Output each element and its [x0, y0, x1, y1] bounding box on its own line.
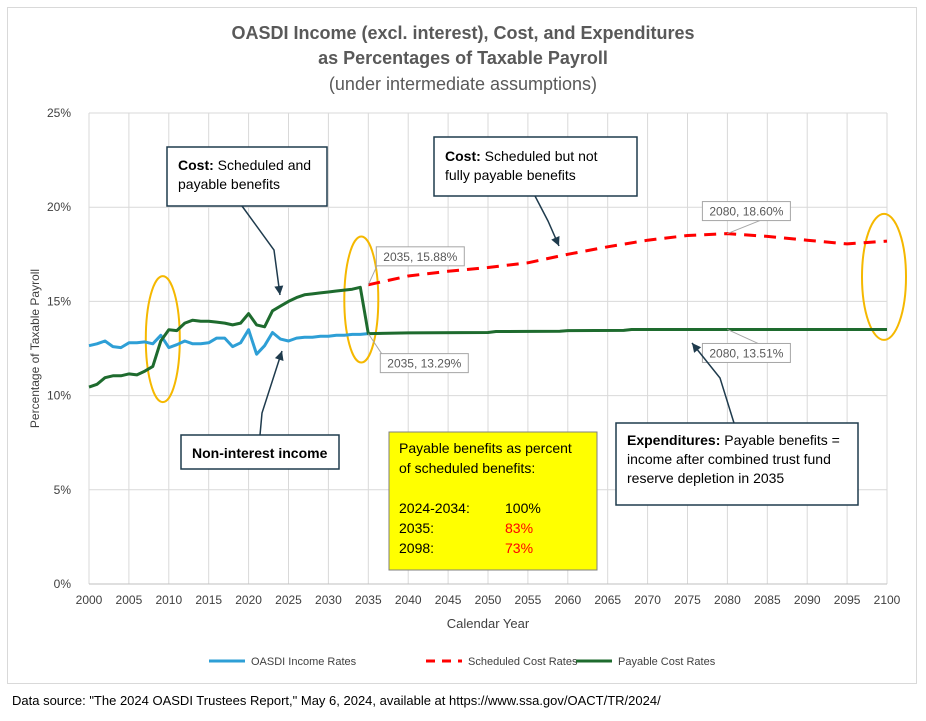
annotations: Cost: Scheduled and payable benefitsCost:…: [166, 136, 859, 571]
y-tick-label: 25%: [47, 106, 71, 120]
x-tick-label: 2025: [275, 593, 302, 607]
payable-benefits-heading: Payable benefits as percent: [399, 440, 572, 456]
x-tick-label: 2040: [395, 593, 422, 607]
data-label-box: [379, 353, 469, 374]
annotation-box-cost-scheduled: [433, 136, 638, 197]
series-line-payable-cost-rates: [88, 285, 887, 389]
payable-row-value: 73%: [505, 540, 533, 556]
annotation-cost-payable-bold: Cost:: [178, 157, 214, 173]
data-label-leader: [727, 219, 763, 235]
x-tick-label: 2055: [515, 593, 542, 607]
data-label-leader: [367, 262, 379, 286]
y-axis-title: Percentage of Taxable Payroll: [28, 269, 42, 428]
highlight-ovals: [144, 212, 907, 404]
annotation-box-income: [180, 434, 340, 470]
data-label: 2080, 18.60%: [709, 205, 783, 219]
x-tick-label: 2015: [195, 593, 222, 607]
data-label: 2035, 15.88%: [383, 250, 457, 264]
arrow-cost-scheduled-head: [551, 235, 560, 246]
annotation-cost-payable: Cost: Scheduled and payable benefits: [178, 157, 311, 192]
payable-benefits-box: [388, 431, 598, 571]
arrow-expenditures: [691, 342, 735, 424]
highlight-oval: [861, 212, 907, 341]
annotation-expenditures-bold: Expenditures:: [627, 432, 720, 448]
annotation-income: Non-interest income: [192, 445, 328, 461]
x-tick-label: 2080: [714, 593, 741, 607]
x-tick-label: 2045: [435, 593, 462, 607]
payable-row-value: 83%: [505, 520, 533, 536]
series-line-scheduled-cost-rates: [367, 232, 888, 287]
x-tick-label: 2090: [794, 593, 821, 607]
axes: 2000 2005 2010 2015 2020 2025 2030 2035 2040 2045…: [28, 106, 901, 631]
x-tick-label: 2100: [874, 593, 901, 607]
highlight-oval: [343, 235, 380, 364]
arrow-expenditures-head: [692, 343, 702, 353]
x-tick-label: 2005: [116, 593, 143, 607]
data-source-note: Data source: "The 2024 OASDI Trustees Re…: [12, 693, 661, 708]
arrow-income-head: [274, 351, 284, 361]
annotation-cost-scheduled-line: Scheduled but not: [481, 148, 598, 164]
x-tick-label: 2060: [554, 593, 581, 607]
series-line-oasdi-income-rates: [88, 328, 369, 356]
payable-benefits-heading: of scheduled benefits:: [399, 460, 535, 476]
payable-row-period: 2024-2034:: [399, 500, 470, 516]
arrow-cost-payable: [241, 205, 281, 296]
legend: OASDI Income Rates Scheduled Cost Rates Pa…: [209, 656, 716, 668]
x-tick-label: 2035: [355, 593, 382, 607]
annotation-cost-scheduled: Cost: Scheduled but not fully payable ben…: [445, 148, 598, 183]
arrow-cost-payable-head: [274, 285, 284, 295]
legend-entry: Scheduled Cost Rates: [468, 656, 578, 668]
subtitle: (under intermediate assumptions): [329, 74, 597, 94]
annotation-expenditures-line: income after combined trust fund: [627, 451, 831, 467]
x-tick-label: 2020: [235, 593, 262, 607]
annotation-cost-payable-line: Scheduled and: [214, 157, 311, 173]
payable-row-value: 100%: [505, 500, 541, 516]
legend-entry: OASDI Income Rates: [251, 656, 357, 668]
x-tick-label: 2000: [76, 593, 103, 607]
x-tick-label: 2030: [315, 593, 342, 607]
x-axis-title: Calendar Year: [447, 616, 530, 631]
x-tick-label: 2075: [674, 593, 701, 607]
highlight-oval: [144, 275, 181, 404]
data-label-leader: [727, 329, 763, 346]
x-tick-label: 2085: [754, 593, 781, 607]
annotation-expenditures-line: reserve depletion in 2035: [627, 470, 784, 486]
data-label-box: [701, 342, 791, 363]
x-tick-label: 2010: [155, 593, 182, 607]
x-tick-label: 2070: [634, 593, 661, 607]
data-label: 2080, 13.51%: [709, 346, 783, 360]
x-tick-label: 2065: [594, 593, 621, 607]
payable-row-period: 2098:: [399, 540, 434, 556]
payable-row-period: 2035:: [399, 520, 434, 536]
legend-entry: Payable Cost Rates: [618, 656, 716, 668]
data-label: 2035, 13.29%: [387, 357, 461, 371]
annotation-expenditures-line: Payable benefits =: [720, 432, 839, 448]
x-tick-label: 2095: [834, 593, 861, 607]
annotation-cost-scheduled-line: fully payable benefits: [445, 167, 576, 183]
chart: OASDI Income (excl. interest), Cost, and…: [28, 23, 907, 668]
annotation-cost-scheduled-bold: Cost:: [445, 148, 481, 164]
chart-frame: OASDI Income (excl. interest), Cost, and…: [7, 7, 917, 684]
y-tick-label: 5%: [54, 483, 72, 497]
annotation-box-cost-payable: [166, 146, 328, 207]
data-label-box: [701, 201, 791, 222]
y-tick-label: 20%: [47, 200, 71, 214]
annotation-box-expenditures: [615, 422, 859, 506]
annotation-cost-payable-line: payable benefits: [178, 176, 280, 192]
y-tick-label: 15%: [47, 294, 71, 308]
y-tick-label: 0%: [54, 577, 72, 591]
x-tick-label: 2050: [475, 593, 502, 607]
series-lines: [88, 232, 888, 389]
annotation-income-bold: Non-interest income: [192, 445, 328, 461]
arrow-cost-scheduled: [534, 195, 560, 247]
title-line-1: OASDI Income (excl. interest), Cost, and…: [231, 23, 694, 43]
y-tick-label: 10%: [47, 389, 71, 403]
data-label-box: [375, 246, 465, 267]
chart-title: OASDI Income (excl. interest), Cost, and…: [231, 23, 694, 94]
data-labels: 2035, 15.88% 2035, 13.29% 2080, 18.60% 2080…: [367, 201, 791, 374]
annotation-expenditures: Expenditures: Payable benefits = income a…: [627, 432, 840, 486]
title-line-2: as Percentages of Taxable Payroll: [318, 48, 608, 68]
arrow-income: [259, 350, 283, 436]
